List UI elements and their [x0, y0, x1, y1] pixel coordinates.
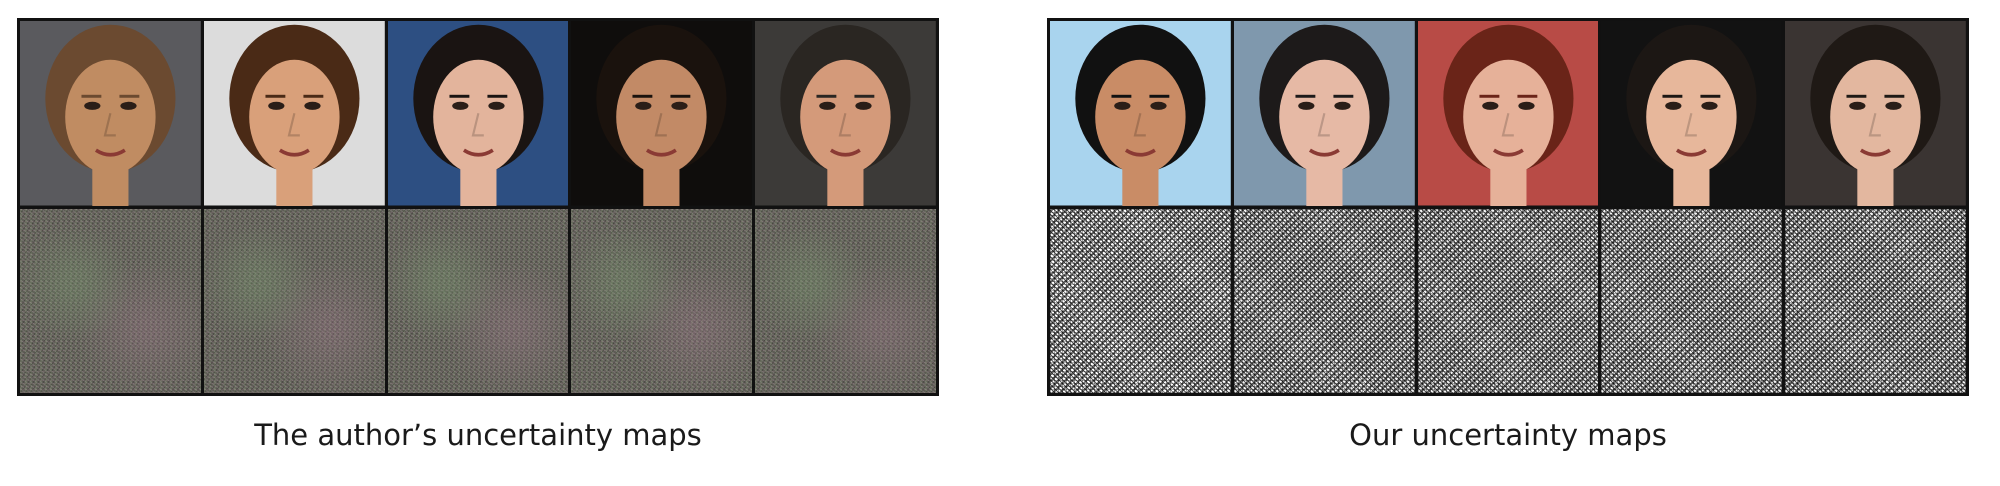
uncertainty-map [203, 208, 385, 393]
face-image [203, 21, 385, 206]
face-image [387, 21, 569, 206]
face-image [571, 21, 753, 206]
right-caption: Our uncertainty maps [1349, 418, 1667, 452]
uncertainty-map [1601, 208, 1783, 393]
uncertainty-map [571, 208, 753, 393]
uncertainty-map [755, 208, 936, 393]
left-image-grid [17, 18, 939, 396]
uncertainty-map [1785, 208, 1966, 393]
uncertainty-map [1417, 208, 1599, 393]
left-caption: The author’s uncertainty maps [254, 418, 702, 452]
face-image [1233, 21, 1415, 206]
right-image-grid [1047, 18, 1969, 396]
uncertainty-map [1233, 208, 1415, 393]
face-image [755, 21, 936, 206]
face-image [20, 21, 201, 206]
uncertainty-map [387, 208, 569, 393]
uncertainty-map [20, 208, 201, 393]
uncertainty-map [1050, 208, 1231, 393]
face-image [1050, 21, 1231, 206]
face-image [1417, 21, 1599, 206]
face-image [1601, 21, 1783, 206]
face-image [1785, 21, 1966, 206]
